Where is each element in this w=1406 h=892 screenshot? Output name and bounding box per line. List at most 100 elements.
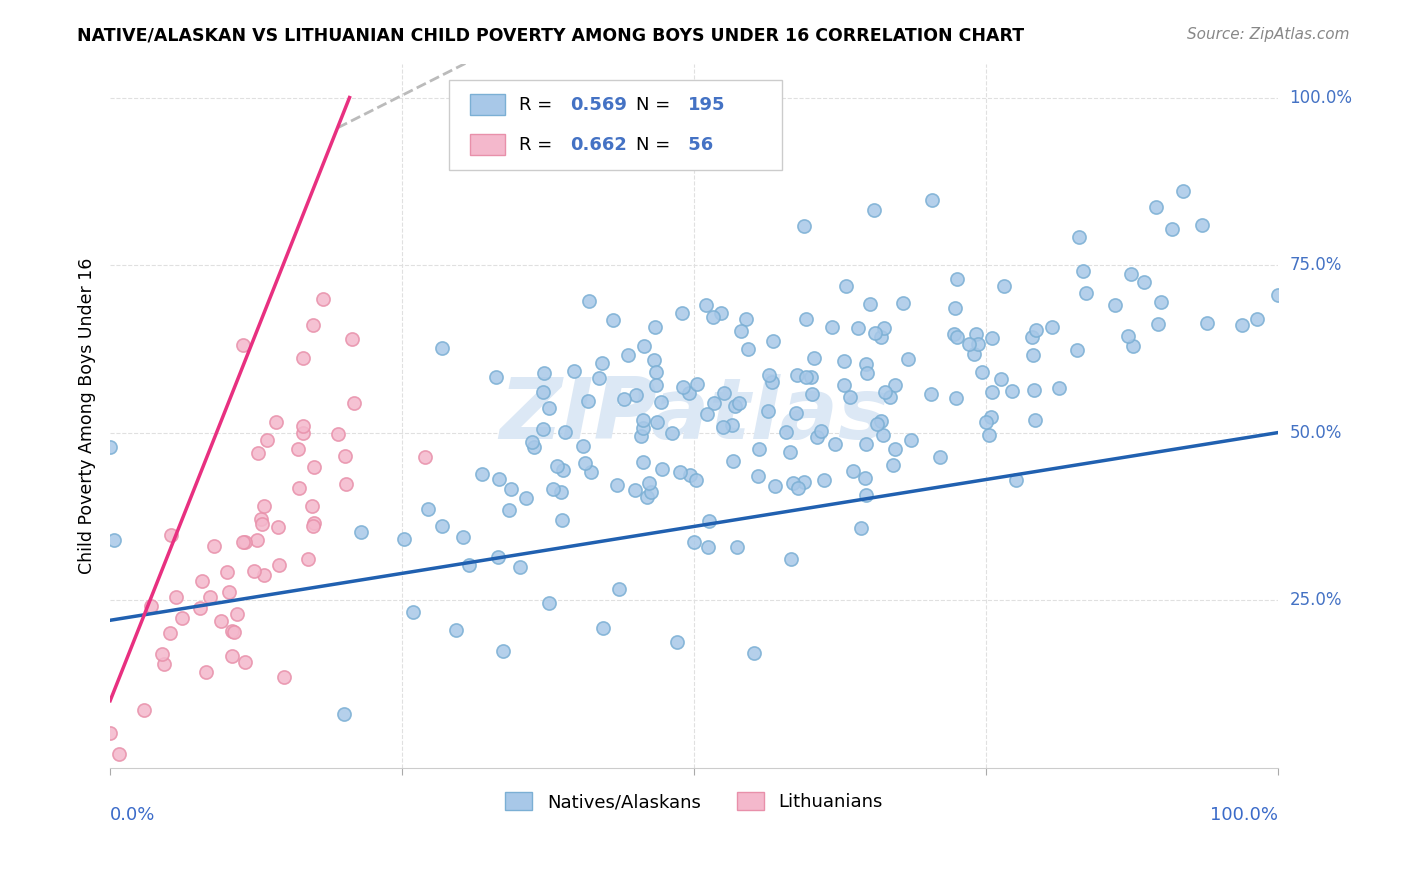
Point [446, 623, 468, 637]
Point [1246, 312, 1268, 326]
Point [418, 502, 440, 516]
Point [291, 351, 314, 365]
Point [703, 396, 725, 410]
Point [713, 386, 735, 401]
Point [853, 471, 876, 485]
Point [537, 596, 560, 610]
Point [553, 463, 575, 477]
Point [1133, 275, 1156, 289]
Point [613, 392, 636, 407]
Point [839, 390, 862, 404]
Point [264, 415, 287, 429]
Point [870, 414, 893, 428]
Point [633, 339, 655, 353]
Point [841, 464, 863, 478]
Point [312, 292, 335, 306]
Point [643, 353, 665, 368]
Point [533, 366, 555, 380]
Point [292, 419, 315, 434]
Point [863, 326, 886, 340]
Point [202, 540, 225, 554]
Point [188, 601, 211, 615]
Point [1195, 316, 1218, 330]
Point [981, 331, 1004, 345]
Text: R =: R = [519, 136, 558, 153]
Point [486, 550, 509, 565]
Point [301, 499, 323, 513]
Point [523, 440, 546, 454]
Point [232, 534, 254, 549]
Point [342, 396, 364, 410]
Point [471, 467, 494, 481]
Point [671, 306, 693, 320]
Point [793, 475, 815, 490]
Point [980, 385, 1002, 400]
Point [233, 655, 256, 669]
Point [900, 433, 922, 447]
Point [328, 427, 350, 442]
Point [1191, 219, 1213, 233]
Point [638, 476, 661, 491]
Point [139, 599, 162, 614]
Point [218, 584, 240, 599]
Text: N =: N = [636, 136, 675, 153]
Point [304, 459, 326, 474]
Text: 50.0%: 50.0% [1289, 424, 1341, 442]
Point [226, 607, 249, 622]
Point [170, 611, 193, 625]
Text: 75.0%: 75.0% [1289, 256, 1341, 274]
Point [803, 351, 825, 365]
Point [963, 347, 986, 361]
Point [165, 590, 187, 604]
Point [160, 527, 183, 541]
Point [430, 519, 453, 533]
Point [458, 558, 481, 573]
Point [522, 435, 544, 450]
Point [538, 401, 561, 416]
Point [965, 326, 987, 341]
Point [686, 377, 709, 392]
Point [301, 318, 323, 333]
Point [1021, 330, 1043, 344]
Point [546, 459, 568, 474]
Point [631, 455, 654, 469]
Text: 100.0%: 100.0% [1209, 806, 1278, 824]
Point [232, 338, 254, 352]
Point [554, 425, 576, 439]
Point [578, 294, 600, 309]
Point [531, 384, 554, 399]
Text: 25.0%: 25.0% [1289, 591, 1341, 609]
Point [243, 564, 266, 578]
Point [882, 458, 904, 472]
Point [846, 321, 869, 335]
Point [897, 351, 920, 366]
Point [696, 540, 718, 554]
Point [977, 428, 1000, 442]
Point [1001, 384, 1024, 399]
Point [636, 490, 658, 504]
Point [1150, 295, 1173, 310]
Point [1122, 339, 1144, 353]
Point [209, 614, 232, 628]
Point [1147, 317, 1170, 331]
Point [1066, 343, 1088, 357]
Point [1025, 323, 1047, 337]
Point [194, 665, 217, 679]
Point [1119, 267, 1142, 281]
Point [602, 313, 624, 327]
Point [832, 354, 855, 368]
Point [630, 429, 652, 443]
Point [623, 483, 645, 497]
Point [748, 442, 770, 456]
Point [588, 371, 610, 385]
Legend: Natives/Alaskans, Lithuanians: Natives/Alaskans, Lithuanians [498, 785, 890, 819]
Point [873, 321, 896, 335]
Text: ZIPatlas: ZIPatlas [499, 375, 889, 458]
Point [645, 378, 668, 392]
Point [287, 481, 309, 495]
Point [333, 449, 356, 463]
Point [723, 399, 745, 413]
Point [661, 426, 683, 441]
Point [1076, 286, 1098, 301]
Point [103, 533, 125, 548]
